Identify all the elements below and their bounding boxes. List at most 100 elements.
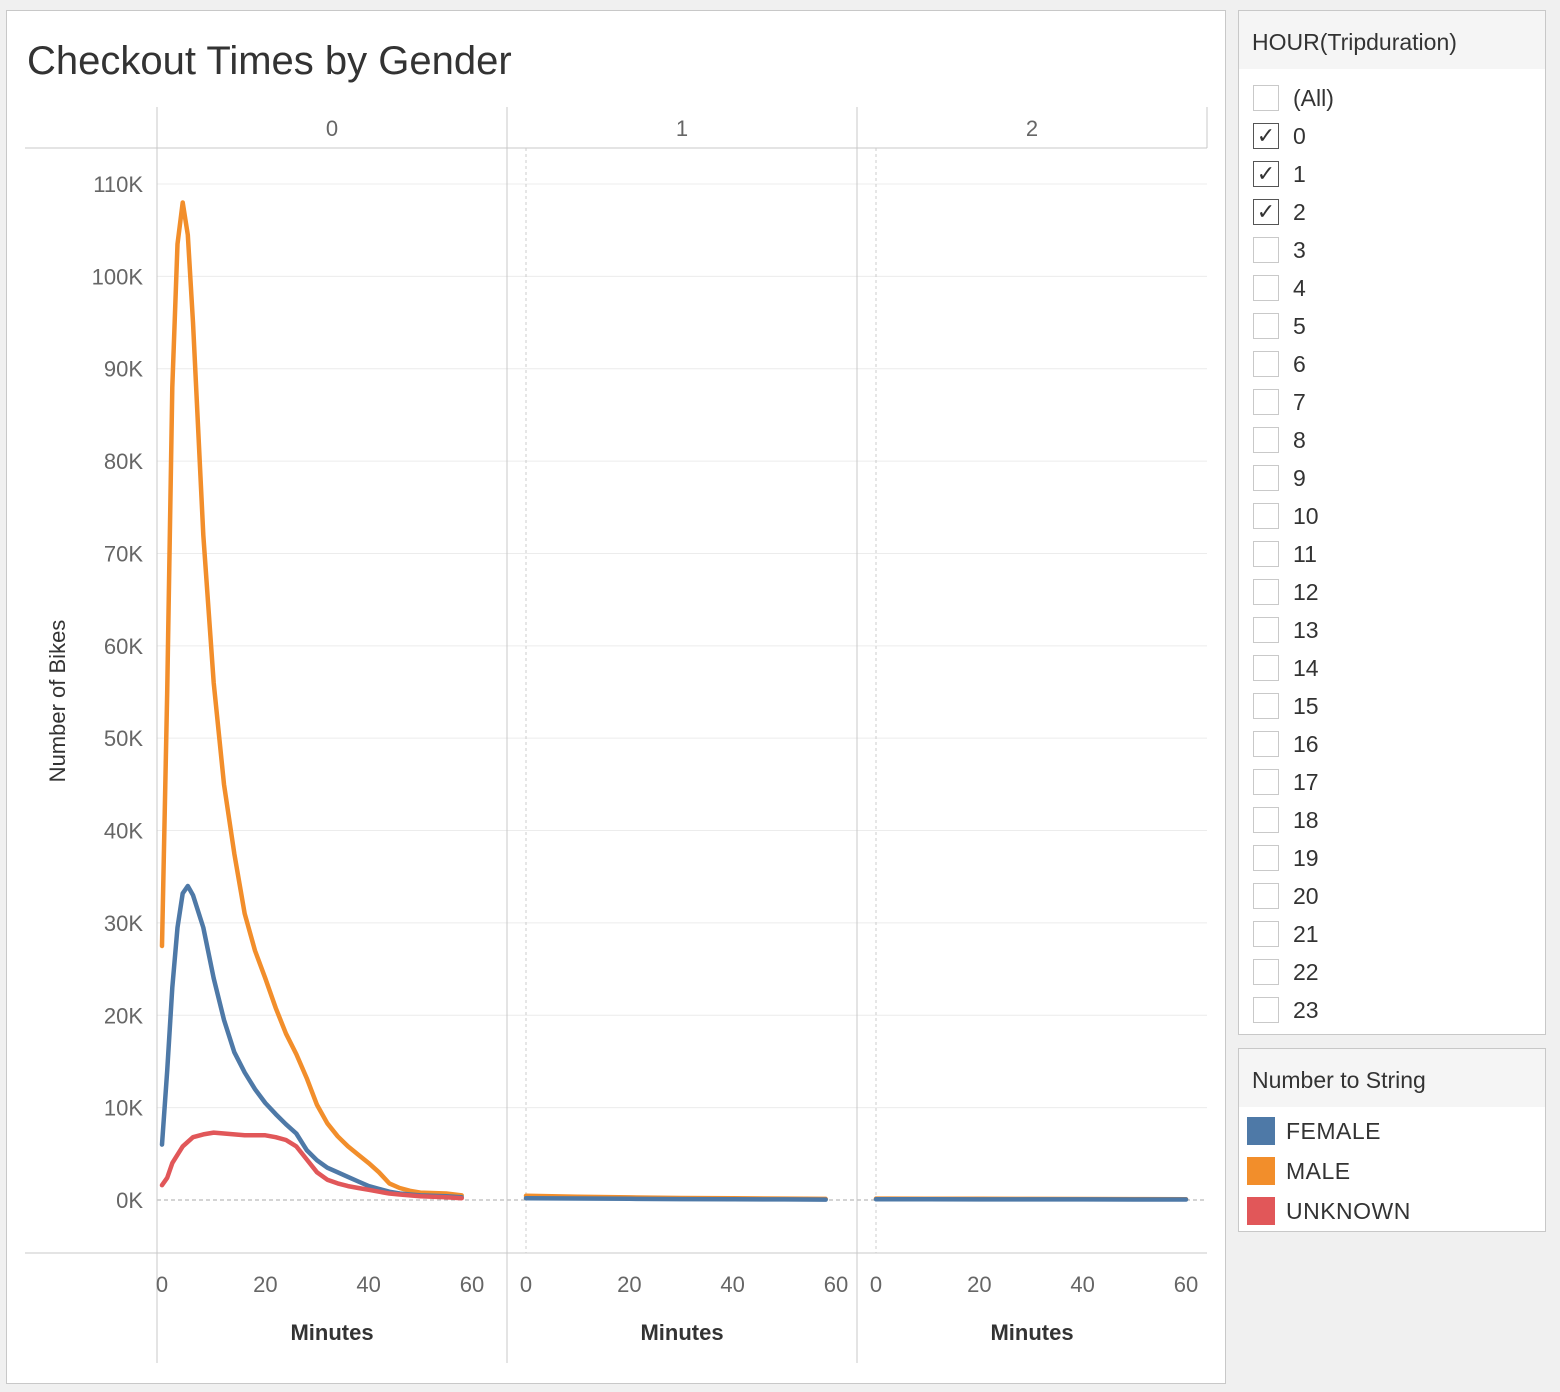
checkbox[interactable]	[1253, 883, 1279, 909]
x-tick-label: 0	[870, 1272, 882, 1297]
y-tick-label: 80K	[104, 449, 143, 474]
filter-item-all[interactable]: (All)	[1253, 79, 1334, 117]
filter-item-label: 22	[1293, 958, 1319, 985]
filter-item-20[interactable]: 20	[1253, 877, 1334, 915]
checkbox[interactable]	[1253, 389, 1279, 415]
filter-item-label: 11	[1293, 540, 1317, 567]
checkbox[interactable]	[1253, 921, 1279, 947]
filter-item-0[interactable]: ✓ 0	[1253, 117, 1334, 155]
y-axis-label: Number of Bikes	[45, 620, 70, 783]
filter-item-13[interactable]: 13	[1253, 611, 1334, 649]
series-line-female-panel-1	[523, 1195, 828, 1202]
filter-item-label: 15	[1293, 692, 1319, 719]
filter-item-22[interactable]: 22	[1253, 953, 1334, 991]
filter-item-21[interactable]: 21	[1253, 915, 1334, 953]
filter-item-14[interactable]: 14	[1253, 649, 1334, 687]
filter-item-label: 9	[1293, 464, 1306, 491]
y-tick-label: 90K	[104, 357, 143, 382]
filter-item-label: 10	[1293, 502, 1319, 529]
filter-item-6[interactable]: 6	[1253, 345, 1334, 383]
filter-item-3[interactable]: 3	[1253, 231, 1334, 269]
panel-header-2: 2	[1026, 116, 1038, 141]
series-line-unknown-panel-0	[159, 1130, 464, 1201]
x-tick-label: 40	[720, 1272, 744, 1297]
filter-item-label: 12	[1293, 578, 1319, 605]
legend-item-male[interactable]: MALE	[1247, 1151, 1411, 1191]
filter-item-17[interactable]: 17	[1253, 763, 1334, 801]
filter-item-label: 3	[1293, 236, 1306, 263]
filter-item-4[interactable]: 4	[1253, 269, 1334, 307]
chart-title: Checkout Times by Gender	[27, 39, 512, 83]
x-tick-label: 60	[1174, 1272, 1198, 1297]
filter-item-label: 21	[1293, 920, 1319, 947]
y-tick-label: 110K	[93, 172, 143, 197]
filter-item-19[interactable]: 19	[1253, 839, 1334, 877]
filter-item-8[interactable]: 8	[1253, 421, 1334, 459]
filter-item-2[interactable]: ✓ 2	[1253, 193, 1334, 231]
checkbox[interactable]	[1253, 465, 1279, 491]
checkbox[interactable]	[1253, 617, 1279, 643]
filter-item-label: 6	[1293, 350, 1306, 377]
legend-swatch	[1247, 1157, 1275, 1185]
x-tick-label: 20	[617, 1272, 641, 1297]
filter-item-11[interactable]: 11	[1253, 535, 1334, 573]
filter-item-label: (All)	[1293, 84, 1334, 111]
filter-item-10[interactable]: 10	[1253, 497, 1334, 535]
checkbox[interactable]	[1253, 807, 1279, 833]
filter-item-label: 19	[1293, 844, 1319, 871]
checkbox[interactable]	[1253, 845, 1279, 871]
filter-item-label: 2	[1293, 198, 1306, 225]
legend-item-unknown[interactable]: UNKNOWN	[1247, 1191, 1411, 1231]
checkbox[interactable]	[1253, 85, 1279, 111]
filter-item-label: 4	[1293, 274, 1306, 301]
y-tick-label: 50K	[104, 726, 143, 751]
checkbox[interactable]	[1253, 769, 1279, 795]
filter-item-12[interactable]: 12	[1253, 573, 1334, 611]
checkbox[interactable]	[1253, 997, 1279, 1023]
checkbox[interactable]	[1253, 959, 1279, 985]
checkbox[interactable]	[1253, 275, 1279, 301]
filter-item-18[interactable]: 18	[1253, 801, 1334, 839]
checkbox[interactable]	[1253, 427, 1279, 453]
legend-title: Number to String	[1239, 1049, 1545, 1107]
filter-item-label: 16	[1293, 730, 1319, 757]
filter-item-16[interactable]: 16	[1253, 725, 1334, 763]
filter-item-label: 8	[1293, 426, 1306, 453]
filter-item-label: 1	[1293, 160, 1306, 187]
checkbox[interactable]: ✓	[1253, 199, 1279, 225]
checkbox[interactable]: ✓	[1253, 123, 1279, 149]
legend-swatch	[1247, 1197, 1275, 1225]
checkbox[interactable]	[1253, 731, 1279, 757]
legend-item-female[interactable]: FEMALE	[1247, 1111, 1411, 1151]
legend-label: UNKNOWN	[1286, 1197, 1411, 1224]
filter-item-9[interactable]: 9	[1253, 459, 1334, 497]
y-tick-label: 40K	[104, 819, 143, 844]
filter-item-5[interactable]: 5	[1253, 307, 1334, 345]
filter-item-label: 5	[1293, 312, 1306, 339]
y-tick-label: 70K	[104, 541, 143, 566]
checkbox[interactable]	[1253, 237, 1279, 263]
y-tick-label: 100K	[92, 264, 144, 289]
checkbox[interactable]: ✓	[1253, 161, 1279, 187]
x-axis-label: Minutes	[290, 1320, 373, 1345]
filter-item-1[interactable]: ✓ 1	[1253, 155, 1334, 193]
checkbox[interactable]	[1253, 693, 1279, 719]
checkbox[interactable]	[1253, 655, 1279, 681]
x-tick-label: 60	[460, 1272, 484, 1297]
filter-item-23[interactable]: 23	[1253, 991, 1334, 1029]
checkbox[interactable]	[1253, 541, 1279, 567]
x-tick-label: 40	[1070, 1272, 1094, 1297]
legend-swatch	[1247, 1117, 1275, 1145]
checkbox[interactable]	[1253, 313, 1279, 339]
filter-item-7[interactable]: 7	[1253, 383, 1334, 421]
series-line-male-panel-0	[159, 200, 464, 1198]
filter-item-15[interactable]: 15	[1253, 687, 1334, 725]
legend-list: FEMALE MALE UNKNOWN	[1247, 1111, 1411, 1231]
filter-item-label: 18	[1293, 806, 1319, 833]
filter-item-label: 23	[1293, 996, 1319, 1023]
checkbox[interactable]	[1253, 503, 1279, 529]
checkbox[interactable]	[1253, 579, 1279, 605]
series-line-female-panel-0	[159, 883, 464, 1200]
checkbox[interactable]	[1253, 351, 1279, 377]
legend-label: FEMALE	[1286, 1117, 1382, 1144]
